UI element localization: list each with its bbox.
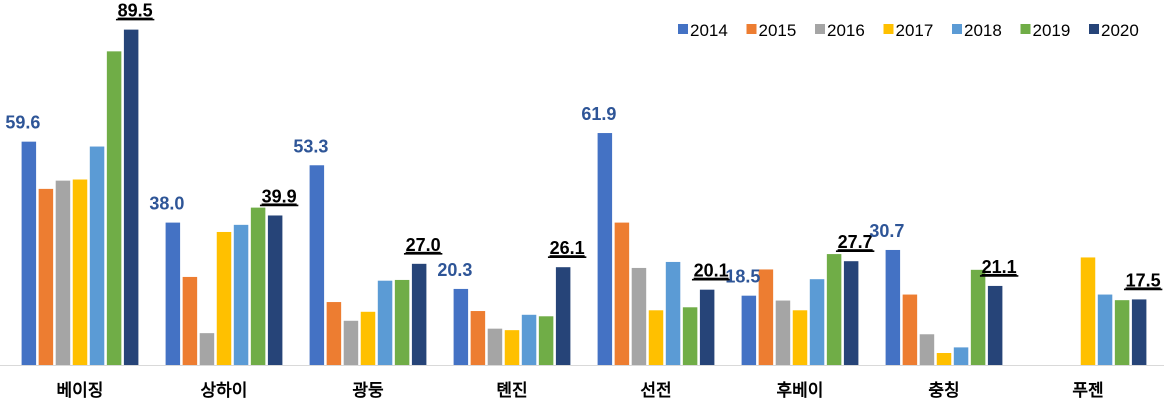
legend-swatch-2019 <box>1020 24 1031 34</box>
bar-베이징-2017 <box>72 179 88 365</box>
bar-선전-2016 <box>631 267 647 365</box>
legend-swatch-2016 <box>815 24 825 34</box>
bar-후베이-2016 <box>775 300 791 365</box>
x-tick-label: 톈진 <box>496 381 527 401</box>
bar-베이징-2014 <box>21 141 37 365</box>
data-label: 20.3 <box>437 260 472 280</box>
data-label: 20.1 <box>694 261 729 281</box>
bar-톈진-2018 <box>521 314 537 365</box>
bar-광둥-2016 <box>343 320 359 365</box>
data-label: 39.9 <box>262 186 297 206</box>
bar-톈진-2020 <box>555 267 571 365</box>
bar-충칭-2016 <box>919 334 935 365</box>
bar-상하이-2018 <box>233 224 249 365</box>
legend-swatch-2017 <box>883 24 894 34</box>
bar-충칭-2017 <box>936 353 952 365</box>
bar-광둥-2019 <box>394 279 410 365</box>
bar-상하이-2020 <box>267 215 283 365</box>
data-label: 38.0 <box>149 194 184 214</box>
bar-후베이-2020 <box>843 261 859 365</box>
data-label: 89.5 <box>118 1 153 21</box>
bar-선전-2018 <box>665 261 681 365</box>
legend-swatch-2018 <box>952 24 962 34</box>
bar-베이징-2020 <box>123 29 139 366</box>
x-tick-label: 푸젠 <box>1072 381 1103 401</box>
data-label: 17.5 <box>1126 270 1161 290</box>
bar-선전-2020 <box>699 289 715 365</box>
bar-광둥-2015 <box>326 302 342 365</box>
bar-상하이-2015 <box>182 276 198 365</box>
bar-베이징-2018 <box>89 146 105 365</box>
legend-swatch-2014 <box>678 24 688 34</box>
bar-베이징-2015 <box>38 188 54 365</box>
bar-선전-2015 <box>614 222 630 365</box>
bar-광둥-2017 <box>360 311 376 365</box>
bar-충칭-2014 <box>885 249 901 365</box>
legend-label-2014: 2014 <box>690 21 728 40</box>
x-tick-label: 후베이 <box>777 380 824 401</box>
bar-톈진-2015 <box>470 311 486 365</box>
data-label: 26.1 <box>550 238 585 258</box>
bar-푸젠-2020 <box>1131 299 1147 365</box>
bar-충칭-2015 <box>902 294 918 365</box>
bar-후베이-2015 <box>758 269 774 365</box>
legend-label-2018: 2018 <box>964 21 1002 40</box>
bar-톈진-2014 <box>453 288 469 365</box>
bar-톈진-2017 <box>504 330 520 365</box>
bar-푸젠-2019 <box>1114 300 1130 365</box>
bar-후베이-2017 <box>792 310 808 365</box>
bar-광둥-2018 <box>377 280 393 365</box>
legend-label-2016: 2016 <box>827 21 865 40</box>
bar-상하이-2014 <box>165 222 181 365</box>
legend-label-2020: 2020 <box>1101 21 1139 40</box>
bar-상하이-2017 <box>216 231 232 365</box>
bar-충칭-2020 <box>987 285 1003 365</box>
bar-충칭-2018 <box>953 347 969 365</box>
data-label: 53.3 <box>293 136 328 156</box>
data-label: 27.0 <box>406 235 441 255</box>
bars-layer <box>21 29 1147 366</box>
data-labels-layer: 59.6 89.5 38.0 39.9 53.3 27.0 20.3 26.1 61.9 20.1… <box>5 1 1163 290</box>
data-label: 21.1 <box>982 257 1017 277</box>
data-label: 59.6 <box>5 113 40 133</box>
data-label: 61.9 <box>581 104 616 124</box>
bar-톈진-2019 <box>538 316 554 365</box>
bar-후베이-2014 <box>741 295 757 365</box>
bar-광둥-2020 <box>411 263 427 365</box>
bar-베이징-2019 <box>106 51 122 365</box>
bar-톈진-2016 <box>487 328 503 365</box>
bar-광둥-2014 <box>309 165 325 365</box>
x-tick-label: 충칭 <box>928 381 959 401</box>
bar-상하이-2019 <box>250 207 266 365</box>
legend-label-2015: 2015 <box>759 21 797 40</box>
x-tick-label: 베이징 <box>57 381 104 401</box>
bar-후베이-2019 <box>826 254 842 365</box>
bar-베이징-2016 <box>55 180 71 365</box>
x-tick-label: 상하이 <box>201 381 248 401</box>
x-tick-label: 선전 <box>640 381 671 401</box>
data-label: 18.5 <box>725 267 760 287</box>
bar-푸젠-2017 <box>1080 257 1096 365</box>
legend: 2014 2015 2016 2017 2018 2019 2020 <box>678 21 1139 40</box>
legend-label-2017: 2017 <box>896 21 934 40</box>
x-axis: 베이징 상하이 광둥 톈진 선전 후베이 충칭 푸젠 <box>0 365 1164 401</box>
bar-상하이-2016 <box>199 333 215 365</box>
bar-선전-2014 <box>597 133 613 365</box>
x-tick-label: 광둥 <box>352 381 384 401</box>
legend-swatch-2015 <box>746 24 757 34</box>
data-label: 27.7 <box>838 232 873 252</box>
bar-충칭-2019 <box>970 269 986 365</box>
bar-후베이-2018 <box>809 279 825 365</box>
bar-선전-2017 <box>648 310 664 365</box>
legend-swatch-2020 <box>1089 24 1099 34</box>
legend-label-2019: 2019 <box>1033 21 1071 40</box>
bar-푸젠-2018 <box>1097 294 1113 365</box>
data-label: 30.7 <box>869 221 904 241</box>
bar-선전-2019 <box>682 307 698 365</box>
